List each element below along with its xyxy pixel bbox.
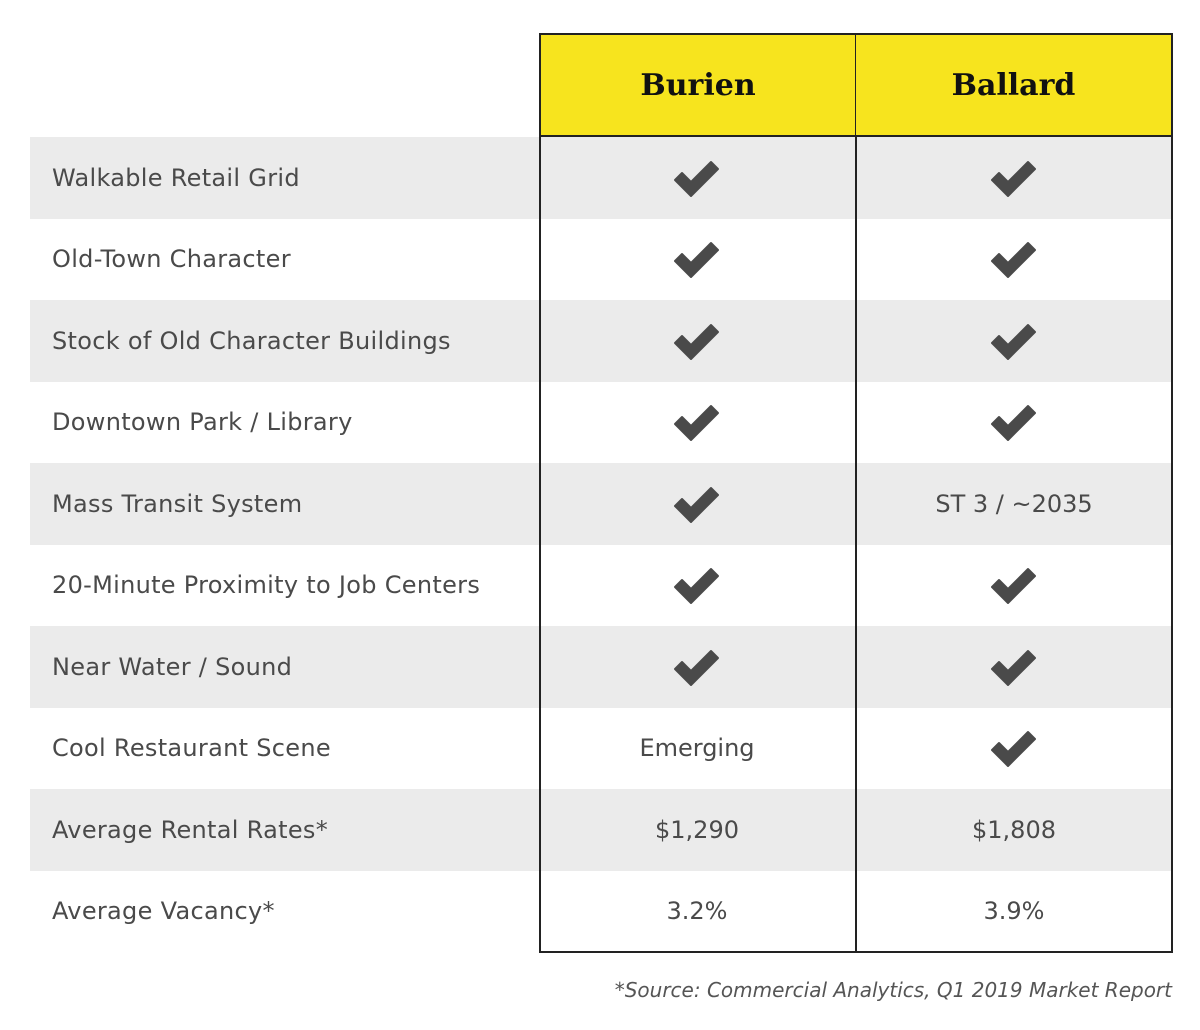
checkmark-icon <box>671 565 723 605</box>
cell-ballard <box>855 708 1173 790</box>
table-row: Old-Town Character <box>30 219 1173 301</box>
cell-ballard <box>855 219 1173 301</box>
checkmark-icon <box>671 647 723 687</box>
row-label: Cool Restaurant Scene <box>52 734 331 763</box>
comparison-table-body: Walkable Retail Grid Old-Town Character St… <box>30 137 1173 952</box>
table-bottom-border <box>539 951 1173 953</box>
source-footnote: *Source: Commercial Analytics, Q1 2019 M… <box>614 978 1172 1002</box>
cell-value: 3.9% <box>983 897 1045 926</box>
cell-ballard: $1,808 <box>855 789 1173 871</box>
cell-burien <box>539 545 855 627</box>
row-label: Average Rental Rates* <box>52 815 329 844</box>
table-row: 20-Minute Proximity to Job Centers <box>30 545 1173 627</box>
column-header-burien: Burien <box>539 33 856 137</box>
table-row: Downtown Park / Library <box>30 382 1173 464</box>
cell-ballard: 3.9% <box>855 871 1173 953</box>
table-column-divider <box>855 137 857 952</box>
table-row: Average Vacancy* 3.2% 3.9% <box>30 871 1173 953</box>
checkmark-icon <box>671 321 723 361</box>
table-row: Cool Restaurant Scene Emerging <box>30 708 1173 790</box>
cell-burien <box>539 219 855 301</box>
cell-burien: Emerging <box>539 708 855 790</box>
cell-ballard <box>855 137 1173 219</box>
cell-value: $1,290 <box>655 815 739 844</box>
table-left-border <box>539 137 541 952</box>
cell-burien: $1,290 <box>539 789 855 871</box>
row-label: Walkable Retail Grid <box>52 163 300 192</box>
checkmark-icon <box>988 158 1040 198</box>
checkmark-icon <box>671 484 723 524</box>
table-right-border <box>1171 137 1173 952</box>
row-label: Near Water / Sound <box>52 652 293 681</box>
row-label: Downtown Park / Library <box>52 408 353 437</box>
table-row: Mass Transit System ST 3 / ~2035 <box>30 463 1173 545</box>
checkmark-icon <box>671 239 723 279</box>
cell-ballard <box>855 626 1173 708</box>
row-label: 20-Minute Proximity to Job Centers <box>52 571 481 600</box>
column-header-ballard: Ballard <box>855 33 1173 137</box>
cell-ballard: ST 3 / ~2035 <box>855 463 1173 545</box>
table-row: Stock of Old Character Buildings <box>30 300 1173 382</box>
table-row: Near Water / Sound <box>30 626 1173 708</box>
checkmark-icon <box>671 158 723 198</box>
checkmark-icon <box>988 321 1040 361</box>
checkmark-icon <box>671 402 723 442</box>
row-label: Old-Town Character <box>52 245 291 274</box>
row-label: Average Vacancy* <box>52 897 275 926</box>
cell-ballard <box>855 382 1173 464</box>
row-label: Mass Transit System <box>52 489 303 518</box>
checkmark-icon <box>988 565 1040 605</box>
cell-ballard <box>855 300 1173 382</box>
row-label: Stock of Old Character Buildings <box>52 326 451 355</box>
cell-value: 3.2% <box>666 897 728 926</box>
checkmark-icon <box>988 647 1040 687</box>
cell-burien <box>539 626 855 708</box>
cell-value: $1,808 <box>972 815 1056 844</box>
cell-ballard <box>855 545 1173 627</box>
table-row: Average Rental Rates* $1,290 $1,808 <box>30 789 1173 871</box>
cell-burien <box>539 137 855 219</box>
checkmark-icon <box>988 402 1040 442</box>
cell-value: Emerging <box>639 734 755 763</box>
cell-burien: 3.2% <box>539 871 855 953</box>
cell-burien <box>539 300 855 382</box>
table-row: Walkable Retail Grid <box>30 137 1173 219</box>
checkmark-icon <box>988 239 1040 279</box>
cell-value: ST 3 / ~2035 <box>935 489 1093 518</box>
cell-burien <box>539 463 855 545</box>
checkmark-icon <box>988 728 1040 768</box>
cell-burien <box>539 382 855 464</box>
